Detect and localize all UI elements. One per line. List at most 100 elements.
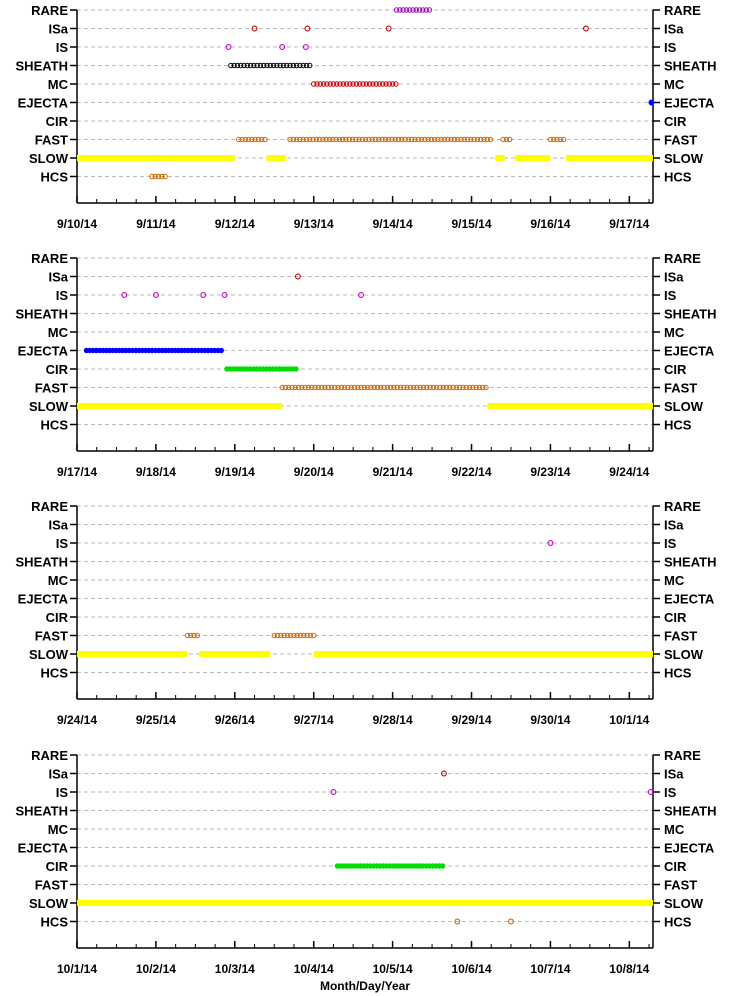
marker-fast [262, 136, 268, 143]
ylabel-right-ejecta: EJECTA [664, 841, 715, 856]
marker-fast [455, 136, 461, 143]
ylabel-right-fast: FAST [664, 629, 697, 644]
marker-fast [433, 384, 440, 391]
marker-mc [324, 81, 330, 87]
marker-fast [551, 136, 557, 143]
marker-fast [286, 384, 292, 391]
xtick-label: 10/1/14 [57, 962, 97, 976]
marker-fast [460, 384, 466, 391]
marker-fast [307, 136, 313, 143]
marker-rare [413, 7, 419, 13]
xtick-label: 9/25/14 [136, 713, 176, 727]
marker-sheath [293, 62, 300, 69]
marker-fast [458, 136, 464, 143]
marker-hcs [155, 173, 162, 180]
ylabel-right-rare: RARE [664, 748, 701, 763]
marker-fast [349, 136, 356, 143]
marker-fast [481, 136, 487, 143]
marker-fast [456, 384, 463, 391]
marker-fast [404, 384, 410, 391]
point-hcs [508, 918, 514, 925]
marker-fast [345, 384, 351, 391]
segment-fast [236, 136, 268, 143]
marker-sheath [241, 62, 247, 69]
ylabel-right-is: IS [664, 785, 677, 800]
marker-fast [402, 136, 408, 143]
ylabel-left-hcs: HCS [41, 666, 69, 681]
marker-fast [356, 136, 362, 143]
marker-fast [391, 384, 397, 391]
ylabel-left-cir: CIR [46, 362, 69, 377]
ylabel-left-ejecta: EJECTA [18, 592, 69, 607]
point-isa [385, 25, 392, 32]
ylabel-right-fast: FAST [664, 133, 697, 148]
ylabel-left-is: IS [56, 288, 69, 303]
marker-fast [557, 136, 563, 143]
marker-fast [445, 136, 451, 143]
xtick-label: 9/15/14 [451, 217, 491, 231]
ylabel-left-sheath: SHEATH [16, 307, 68, 322]
marker-fast [346, 136, 352, 143]
xtick-label: 9/21/14 [373, 465, 413, 479]
marker-fast [351, 384, 358, 391]
ylabel-left-rare: RARE [31, 748, 68, 763]
marker-hcs [152, 173, 158, 180]
point-is [330, 789, 337, 795]
ylabel-left-fast: FAST [35, 381, 68, 396]
ylabel-right-slow: SLOW [664, 896, 704, 911]
xtick-label: 9/11/14 [136, 217, 176, 231]
marker-rare [423, 7, 429, 13]
ylabel-left-rare: RARE [31, 3, 68, 18]
marker-sheath [251, 62, 257, 69]
marker-rare [426, 7, 433, 13]
panel-2: RARE RARE ISa ISa IS IS SHEATH SHEATH MC MC EJECTA… [16, 251, 717, 479]
marker-hcs [162, 173, 168, 180]
marker-fast [471, 136, 477, 143]
marker-fast [506, 136, 513, 143]
point-is [225, 44, 232, 50]
marker-fast [361, 384, 368, 391]
xtick-label: 9/24/14 [57, 713, 97, 727]
marker-mc [357, 81, 363, 87]
marker-fast [463, 384, 469, 391]
segment-mc [311, 81, 399, 87]
marker-fast [500, 136, 506, 143]
ylabel-left-sheath: SHEATH [16, 555, 68, 570]
ylabel-left-mc: MC [48, 325, 69, 340]
marker-sheath [277, 62, 283, 69]
marker-hcs [149, 173, 155, 180]
marker-fast [184, 632, 191, 639]
marker-rare [407, 7, 413, 13]
marker-fast [242, 136, 249, 143]
marker-fast [366, 136, 372, 143]
ylabel-right-ejecta: EJECTA [664, 592, 715, 607]
ylabel-left-fast: FAST [35, 878, 68, 893]
marker-fast [405, 136, 412, 143]
marker-fast [304, 632, 310, 639]
point-is [302, 44, 309, 50]
segment-cir [224, 366, 299, 372]
marker-fast [312, 384, 318, 391]
segment-ejecta [83, 347, 224, 354]
ylabel-right-is: IS [664, 288, 677, 303]
marker-fast [315, 384, 322, 391]
marker-fast [443, 384, 450, 391]
marker-sheath [228, 62, 234, 69]
point-is [647, 789, 654, 795]
marker-mc [311, 81, 317, 87]
marker-fast [417, 384, 423, 391]
marker-fast [392, 136, 398, 143]
marker-fast [311, 632, 317, 639]
point-is [358, 292, 365, 298]
marker-fast [301, 632, 307, 639]
marker-mc [363, 81, 370, 87]
marker-fast [384, 384, 391, 391]
marker-fast [310, 136, 316, 143]
ylabel-right-rare: RARE [664, 3, 701, 18]
marker-fast [271, 632, 277, 639]
ylabel-right-isa: ISa [664, 767, 684, 782]
marker-fast [379, 136, 385, 143]
marker-rare [393, 7, 400, 13]
marker-fast [474, 136, 481, 143]
marker-fast [343, 136, 349, 143]
